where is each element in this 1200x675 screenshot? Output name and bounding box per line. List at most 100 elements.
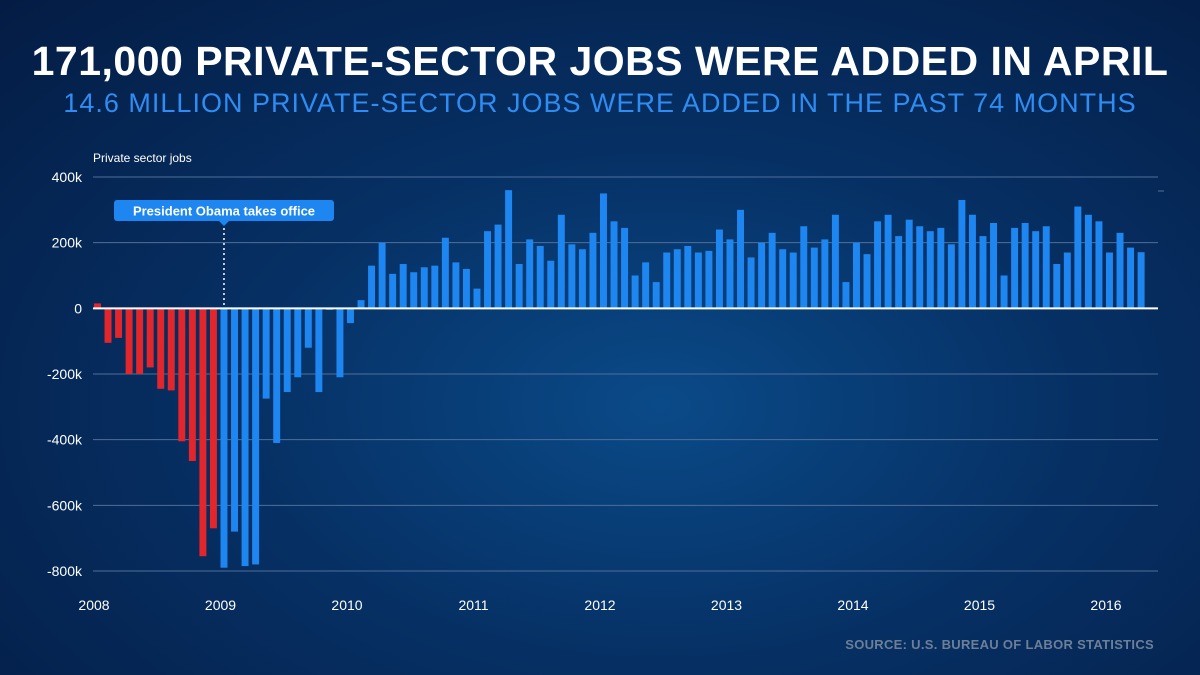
bar bbox=[884, 214, 892, 309]
bar bbox=[410, 272, 418, 309]
bars bbox=[94, 190, 1145, 568]
bar bbox=[916, 226, 924, 309]
bar bbox=[842, 282, 850, 309]
bar bbox=[705, 250, 713, 309]
bar bbox=[1106, 252, 1113, 309]
x-tick-label: 2011 bbox=[458, 597, 488, 613]
bar bbox=[484, 231, 491, 309]
chart-title: 171,000 PRIVATE-SECTOR JOBS WERE ADDED I… bbox=[31, 38, 1169, 84]
bar bbox=[241, 308, 249, 567]
bar bbox=[694, 252, 702, 309]
bar bbox=[789, 252, 797, 309]
bar bbox=[505, 190, 513, 309]
bar bbox=[958, 199, 966, 309]
bar bbox=[494, 224, 502, 309]
bar bbox=[905, 219, 913, 309]
bar bbox=[979, 236, 987, 309]
bar bbox=[357, 300, 365, 309]
annotation-pointer bbox=[218, 221, 229, 226]
bar bbox=[473, 288, 481, 309]
y-tick-label: 0 bbox=[74, 300, 82, 316]
bar bbox=[252, 308, 260, 565]
annotation-label: President Obama takes office bbox=[133, 204, 315, 219]
bar bbox=[578, 249, 586, 309]
y-tick-label: -400k bbox=[47, 432, 83, 448]
bar bbox=[810, 247, 818, 309]
bar bbox=[621, 227, 629, 309]
bar bbox=[853, 242, 860, 309]
bar bbox=[262, 308, 270, 399]
x-axis-ticks: 2008 2009 2010 2011 2012 2013 2014 2015 2016 bbox=[78, 597, 1121, 613]
bar bbox=[895, 236, 903, 309]
bar bbox=[926, 231, 934, 309]
x-tick-label: 2010 bbox=[331, 597, 362, 613]
bar bbox=[157, 308, 165, 389]
bar bbox=[146, 308, 154, 368]
bar bbox=[1053, 264, 1061, 309]
bar bbox=[209, 308, 217, 529]
annotation-box bbox=[114, 200, 334, 221]
bar bbox=[336, 308, 344, 378]
bar bbox=[178, 308, 186, 442]
x-tick-label: 2008 bbox=[78, 597, 109, 613]
bar bbox=[378, 242, 386, 309]
bar bbox=[1032, 231, 1040, 309]
bar bbox=[273, 308, 281, 443]
bar bbox=[94, 303, 101, 309]
x-tick-label: 2015 bbox=[964, 597, 995, 613]
bar bbox=[684, 245, 692, 309]
bar bbox=[1095, 221, 1103, 309]
x-tick-label: 2014 bbox=[837, 597, 868, 613]
bar bbox=[315, 308, 323, 393]
y-tick-label: -200k bbox=[47, 366, 83, 382]
bar bbox=[1021, 222, 1029, 309]
bar bbox=[747, 257, 755, 309]
x-tick-label: 2016 bbox=[1090, 597, 1121, 613]
bar bbox=[526, 239, 534, 309]
bar bbox=[283, 308, 291, 393]
bar bbox=[536, 245, 544, 309]
bar bbox=[726, 239, 734, 309]
bar bbox=[1084, 214, 1092, 309]
bar bbox=[125, 308, 133, 374]
bar bbox=[652, 282, 660, 309]
bar bbox=[631, 275, 639, 309]
y-tick-label: -800k bbox=[47, 563, 83, 579]
bar bbox=[199, 308, 207, 557]
bar bbox=[863, 254, 871, 309]
bar bbox=[947, 244, 955, 309]
bar bbox=[715, 229, 723, 309]
bar bbox=[568, 244, 576, 309]
y-axis-label: Private sector jobs bbox=[93, 151, 192, 165]
bar bbox=[1063, 252, 1071, 309]
bar bbox=[441, 237, 449, 309]
source-note: SOURCE: U.S. BUREAU OF LABOR STATISTICS bbox=[845, 637, 1154, 652]
bar bbox=[1074, 206, 1082, 309]
bar bbox=[768, 232, 776, 309]
y-tick-label: 400k bbox=[52, 169, 83, 185]
bar bbox=[642, 262, 650, 309]
chart-subtitle: 14.6 MILLION PRIVATE-SECTOR JOBS WERE AD… bbox=[63, 88, 1137, 118]
bar bbox=[547, 260, 555, 309]
y-axis-ticks: 400k 200k 0 -200k -400k -600k -800k bbox=[47, 169, 83, 579]
bar bbox=[115, 308, 123, 338]
bar bbox=[800, 226, 808, 309]
bar bbox=[347, 308, 354, 324]
bar bbox=[515, 264, 523, 309]
x-tick-label: 2009 bbox=[205, 597, 236, 613]
bar bbox=[420, 267, 428, 309]
bar bbox=[821, 239, 829, 309]
bar bbox=[389, 273, 397, 309]
gridlines bbox=[93, 176, 1164, 572]
bar bbox=[294, 308, 302, 378]
bar bbox=[1042, 226, 1050, 309]
bar bbox=[431, 265, 439, 309]
bar bbox=[104, 308, 112, 343]
bar bbox=[557, 214, 565, 309]
annotation: President Obama takes office bbox=[114, 200, 334, 307]
bar bbox=[737, 209, 744, 309]
bar bbox=[1127, 247, 1135, 309]
bar bbox=[663, 252, 671, 309]
bar bbox=[220, 308, 228, 568]
